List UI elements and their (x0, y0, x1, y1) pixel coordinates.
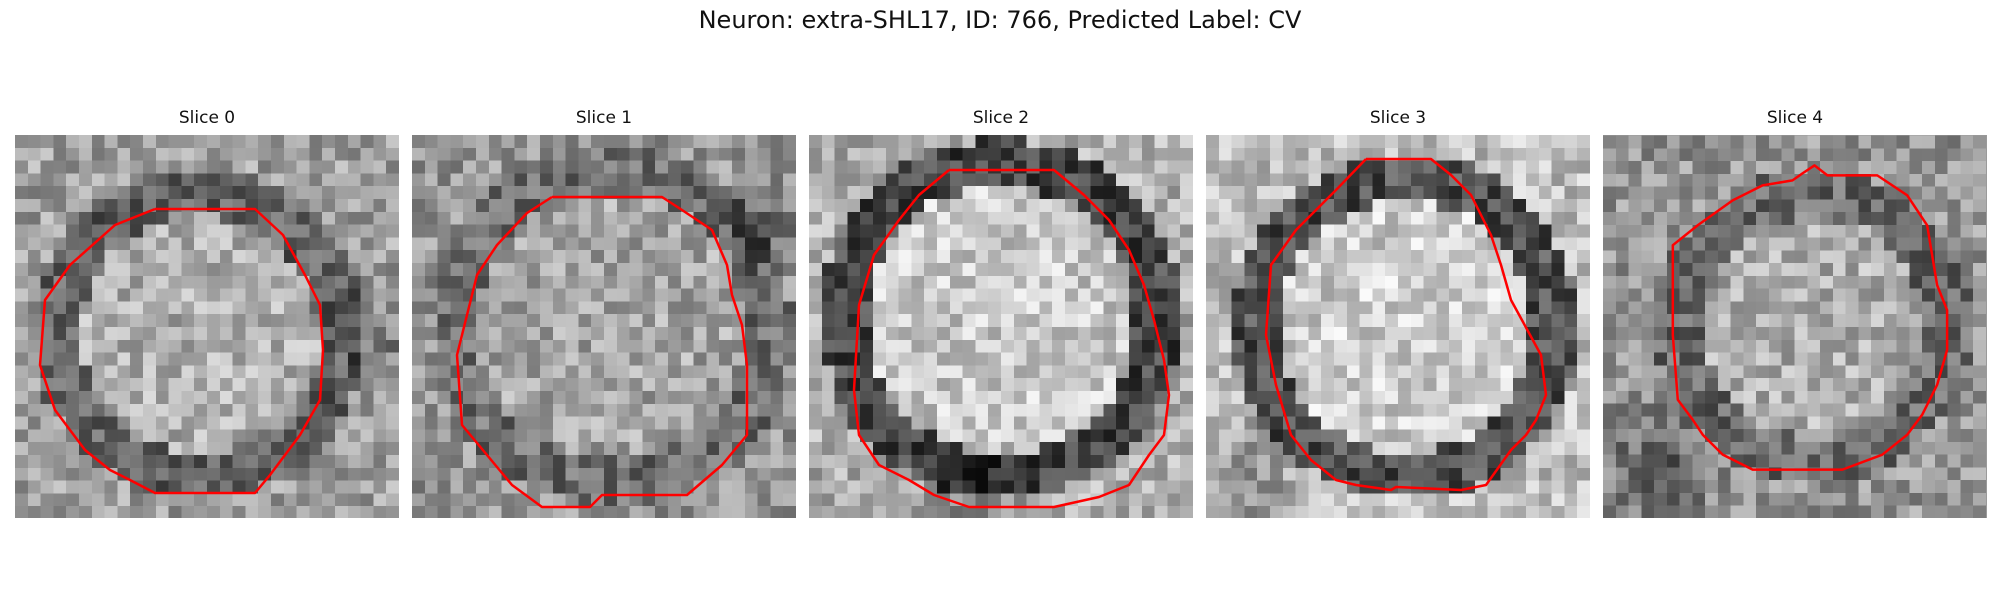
slice-panel-3: Slice 3 (1206, 108, 1590, 518)
roi-contour (1671, 164, 1949, 471)
roi-contour (455, 195, 749, 509)
roi-contour (1264, 157, 1548, 492)
pixel-grid (15, 135, 399, 518)
slice-title-3: Slice 3 (1369, 108, 1427, 128)
pixel-grid (412, 135, 796, 518)
roi-contour (38, 207, 325, 495)
slice-title-0: Slice 0 (178, 108, 236, 128)
figure-title: Neuron: extra-SHL17, ID: 766, Predicted … (698, 6, 1302, 34)
slice-title-4: Slice 4 (1766, 108, 1824, 128)
slice-image-1 (412, 135, 796, 518)
slice-image-2 (809, 135, 1193, 518)
pixel-grid (1206, 135, 1590, 518)
pixel-grid (1603, 135, 1986, 518)
pixel-grid (809, 135, 1193, 518)
slice-panel-1: Slice 1 (412, 108, 796, 518)
slice-image-0 (15, 135, 399, 518)
slice-image-3 (1206, 135, 1590, 518)
roi-contour (852, 168, 1171, 509)
slice-image-4 (1603, 135, 1987, 518)
slice-panel-4: Slice 4 (1603, 108, 1987, 518)
slice-title-1: Slice 1 (575, 108, 633, 128)
slice-title-2: Slice 2 (972, 108, 1030, 128)
slice-panel-2: Slice 2 (809, 108, 1193, 518)
slice-panel-0: Slice 0 (15, 108, 399, 518)
